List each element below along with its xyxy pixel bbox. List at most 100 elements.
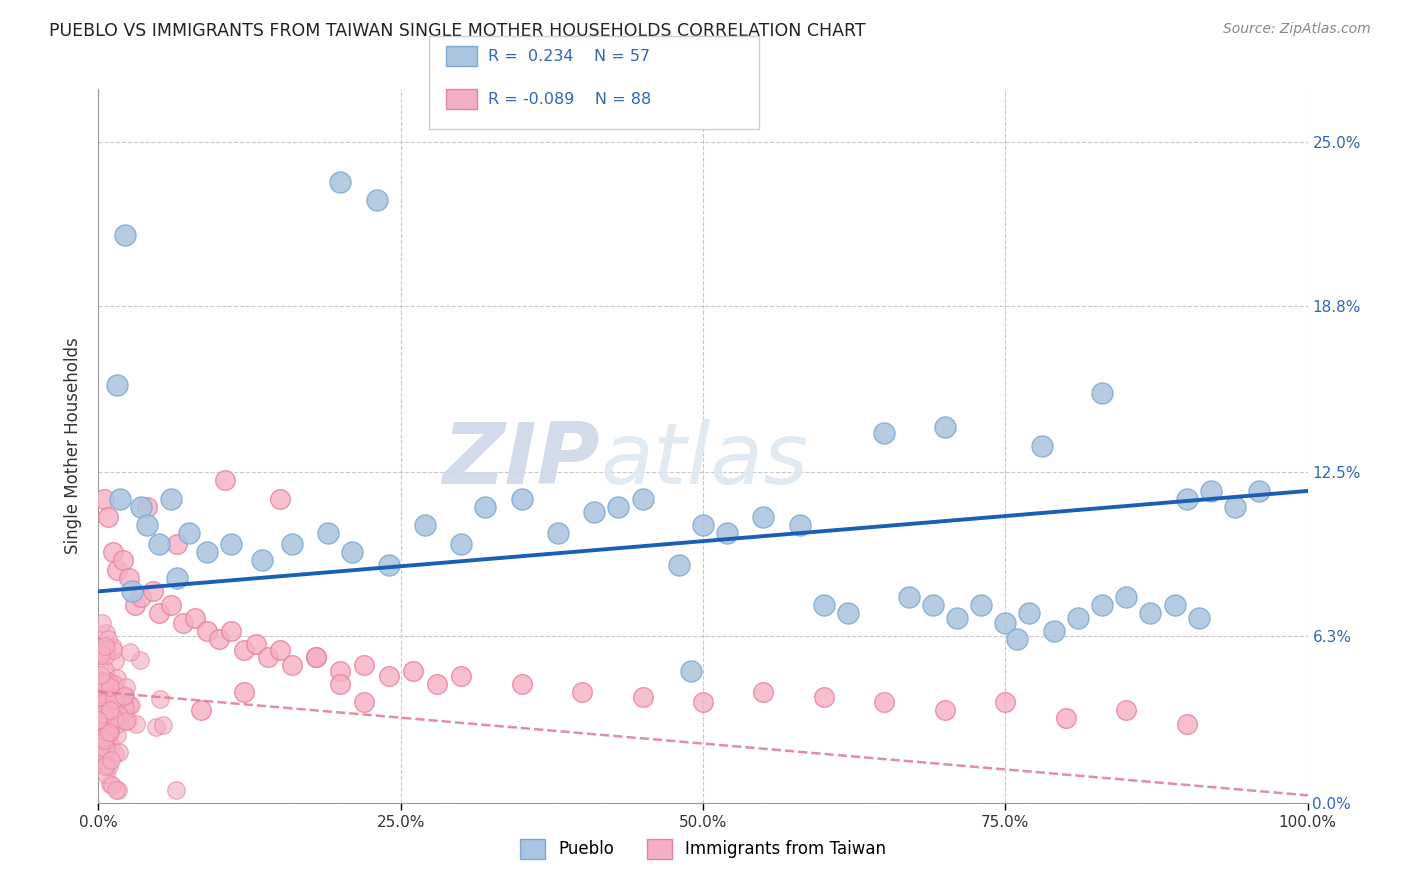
Point	[97, 510, 120, 524]
Point	[94, 759, 117, 773]
Point	[108, 707, 131, 722]
Point	[89, 744, 111, 758]
Point	[97, 675, 120, 690]
Point	[118, 571, 141, 585]
Point	[104, 782, 127, 797]
Point	[112, 697, 135, 711]
Point	[103, 711, 125, 725]
Point	[813, 690, 835, 704]
Point	[104, 712, 127, 726]
Point	[100, 700, 122, 714]
Point	[90, 667, 112, 681]
Point	[89, 673, 111, 687]
Text: R = -0.089    N = 88: R = -0.089 N = 88	[488, 92, 651, 106]
Legend: Pueblo, Immigrants from Taiwan: Pueblo, Immigrants from Taiwan	[513, 832, 893, 866]
Point	[450, 537, 472, 551]
Point	[1115, 590, 1137, 604]
Point	[668, 558, 690, 572]
Text: PUEBLO VS IMMIGRANTS FROM TAIWAN SINGLE MOTHER HOUSEHOLDS CORRELATION CHART: PUEBLO VS IMMIGRANTS FROM TAIWAN SINGLE …	[49, 22, 866, 40]
Point	[93, 733, 115, 747]
Point	[281, 658, 304, 673]
Point	[100, 753, 122, 767]
Point	[117, 698, 139, 712]
Point	[94, 640, 117, 654]
Point	[221, 537, 243, 551]
Point	[90, 645, 112, 659]
Point	[921, 598, 943, 612]
Point	[1091, 386, 1114, 401]
Point	[1091, 598, 1114, 612]
Point	[94, 742, 117, 756]
Point	[342, 545, 364, 559]
Point	[221, 624, 243, 638]
Point	[93, 685, 115, 699]
Point	[970, 598, 993, 612]
Point	[124, 598, 146, 612]
Point	[129, 653, 152, 667]
Point	[1175, 716, 1198, 731]
Point	[98, 673, 121, 688]
Point	[190, 703, 212, 717]
Point	[91, 706, 114, 721]
Point	[631, 491, 654, 506]
Point	[934, 420, 956, 434]
Point	[87, 713, 110, 727]
Point	[91, 747, 114, 761]
Point	[679, 664, 702, 678]
Point	[93, 730, 115, 744]
Point	[195, 624, 218, 638]
Point	[90, 648, 112, 662]
Point	[1139, 606, 1161, 620]
Point	[101, 681, 124, 696]
Point	[97, 693, 120, 707]
Point	[752, 685, 775, 699]
Point	[1249, 483, 1271, 498]
Point	[96, 690, 118, 705]
Point	[145, 720, 167, 734]
Point	[111, 552, 134, 566]
Text: R =  0.234    N = 57: R = 0.234 N = 57	[488, 49, 650, 63]
Point	[93, 663, 115, 677]
Point	[1042, 624, 1064, 638]
Point	[1115, 703, 1137, 717]
Point	[93, 707, 115, 722]
Point	[94, 683, 117, 698]
Point	[232, 642, 254, 657]
Point	[104, 717, 127, 731]
Point	[101, 643, 124, 657]
Point	[105, 563, 128, 577]
Point	[101, 690, 124, 705]
Point	[873, 695, 896, 709]
Point	[96, 725, 118, 739]
Point	[172, 616, 194, 631]
Point	[104, 711, 127, 725]
Point	[98, 699, 121, 714]
Point	[94, 727, 117, 741]
Point	[101, 683, 124, 698]
Point	[897, 590, 920, 604]
Point	[607, 500, 630, 514]
Point	[165, 782, 187, 797]
Point	[120, 698, 142, 713]
Point	[583, 505, 606, 519]
Point	[474, 500, 496, 514]
Point	[1175, 491, 1198, 506]
Point	[105, 686, 128, 700]
Point	[1018, 606, 1040, 620]
Point	[107, 782, 129, 797]
Point	[329, 677, 352, 691]
Point	[104, 704, 127, 718]
Point	[89, 739, 111, 754]
Point	[108, 745, 131, 759]
Point	[87, 719, 110, 733]
Point	[413, 518, 436, 533]
Point	[208, 632, 231, 646]
Point	[994, 695, 1017, 709]
Point	[97, 632, 120, 646]
Point	[91, 698, 114, 712]
Point	[377, 669, 399, 683]
Point	[98, 698, 121, 713]
Point	[90, 732, 112, 747]
Point	[329, 664, 352, 678]
Point	[101, 640, 124, 654]
